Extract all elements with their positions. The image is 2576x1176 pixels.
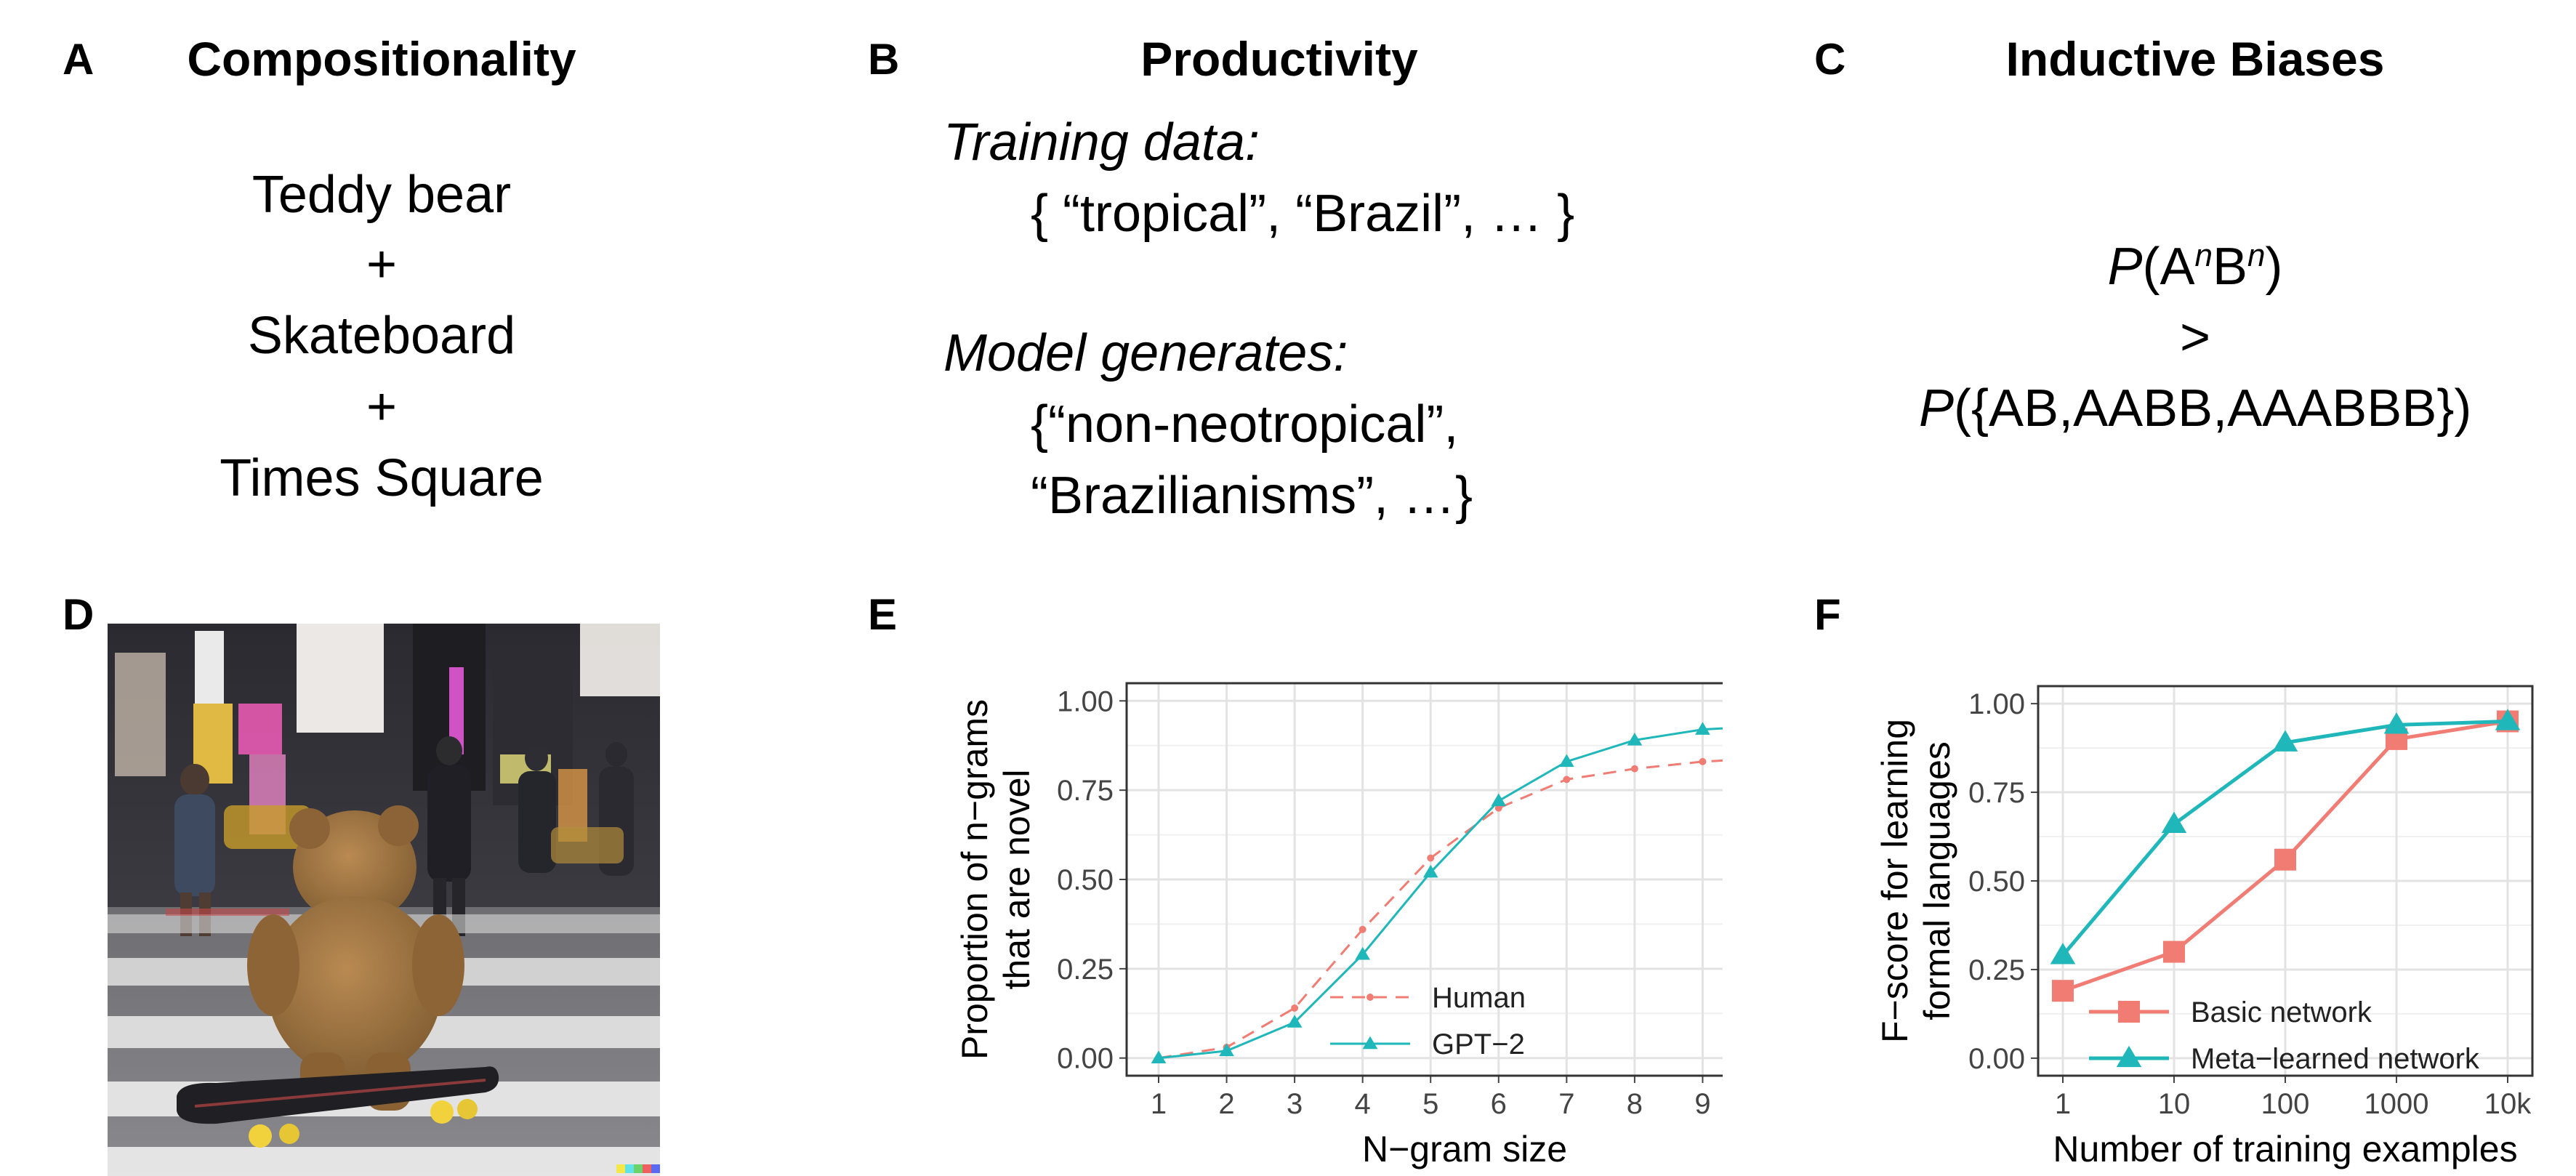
prob-sup-n: n: [2194, 238, 2213, 273]
plot-border: [1125, 682, 1723, 1077]
tick-label-y: 0.50: [1968, 866, 2025, 898]
composition-plus: +: [366, 235, 398, 294]
data-point: [2383, 712, 2410, 734]
panel-title-productivity: Productivity: [1140, 32, 1418, 86]
tick-label-x: 10k: [2484, 1088, 2532, 1120]
tick-label-x: 8: [1627, 1088, 1643, 1120]
data-point: [1627, 733, 1643, 746]
panel-letter-c: C: [1814, 35, 1846, 84]
series-line-2: [1158, 727, 1723, 1060]
legend-marker: [2118, 1001, 2140, 1023]
legend-label: Human: [1432, 982, 1526, 1014]
data-point: [2495, 709, 2521, 730]
x-axis-title: N−gram size: [1362, 1129, 1567, 1169]
y-axis-title: F−score for learning: [1875, 719, 1915, 1043]
data-point: [2161, 811, 2187, 834]
composition-item-skateboard: Skateboard: [247, 307, 516, 365]
tick-label-x: 4: [1355, 1088, 1371, 1120]
data-point: [1287, 1015, 1303, 1028]
data-point: [1563, 776, 1571, 784]
series-line-1: [1158, 759, 1723, 1060]
tick-label-x: 5: [1422, 1088, 1438, 1120]
model-generates-line-2: “Brazilianisms”, …}: [1031, 467, 1473, 525]
tick-label-x: 1: [1151, 1088, 1167, 1120]
legend-marker: [1362, 1036, 1378, 1050]
tick-label-x: 7: [1558, 1088, 1574, 1120]
panel-letter-a: A: [63, 35, 94, 84]
data-point: [1630, 765, 1638, 773]
y-axis-title: formal languages: [1917, 741, 1957, 1020]
training-data-value: { “tropical”, “Brazil”, … }: [1031, 185, 1575, 243]
y-axis-title: that are novel: [997, 770, 1037, 990]
tick-label-y: 0.25: [1057, 954, 1114, 986]
model-generates-line-1: {“non-neotropical”,: [1031, 395, 1459, 454]
prob-sup-n: n: [2247, 238, 2266, 273]
legend-label: Meta−learned network: [2191, 1043, 2480, 1075]
tick-label-x: 10: [2158, 1088, 2191, 1120]
training-data-label: Training data:: [943, 113, 1260, 172]
probability-anbn: P(AnBn): [1919, 238, 2471, 296]
data-point: [2274, 848, 2296, 871]
legend-marker: [2116, 1045, 2142, 1068]
tick-label-y: 1.00: [1968, 688, 2025, 720]
data-point: [1427, 854, 1435, 862]
panel-letter-d: D: [63, 590, 94, 639]
data-point: [1699, 757, 1707, 765]
composition-plus: +: [366, 378, 398, 436]
prob-set: ({AB,AABB,AAABBB}): [1954, 379, 2472, 438]
legend-marker: [1367, 994, 1374, 1001]
data-point: [2050, 943, 2076, 964]
prob-close: ): [2265, 238, 2283, 296]
teddy-bear-skateboard-photo: [108, 624, 660, 1176]
tick-label-y: 0.75: [1057, 775, 1114, 807]
tick-label-x: 9: [1694, 1088, 1710, 1120]
data-point: [2272, 730, 2298, 752]
data-point: [1359, 925, 1367, 933]
prob-p: P: [2107, 238, 2143, 296]
probability-finite-set: P({AB,AABB,AAABBB}): [1919, 382, 2471, 435]
x-axis-title: Number of training examples: [2053, 1129, 2517, 1169]
panel-letter-b: B: [868, 35, 900, 84]
data-point: [1558, 754, 1574, 768]
legend-label: GPT−2: [1432, 1028, 1525, 1060]
panel-letter-f: F: [1814, 590, 1841, 639]
data-point: [1491, 793, 1507, 807]
panel-letter-e: E: [868, 590, 898, 639]
tick-label-y: 0.00: [1968, 1043, 2025, 1075]
tick-label-x: 1: [2055, 1088, 2071, 1120]
data-point: [1494, 804, 1502, 812]
data-point: [2052, 980, 2074, 1002]
prob-b: B: [2213, 238, 2248, 296]
model-generates-label: Model generates:: [943, 324, 1348, 382]
tick-label-y: 0.75: [1968, 777, 2025, 809]
composition-item-times-square: Times Square: [220, 449, 544, 507]
chart-fscore-formal-languages: 0.00 0.25 0.50 0.75 1.00 1 10 100 1000 10k Number …: [1875, 685, 2534, 1169]
data-point: [1291, 1004, 1299, 1012]
data-point: [1695, 722, 1710, 735]
data-point: [1355, 946, 1371, 960]
panel-title-inductive-biases: Inductive Biases: [2005, 32, 2385, 86]
legend-label: Basic network: [2191, 996, 2372, 1028]
tick-label-y: 0.25: [1968, 954, 2025, 986]
data-point: [2163, 941, 2185, 963]
data-point: [1422, 864, 1438, 878]
tick-label-y: 0.50: [1057, 864, 1114, 896]
tick-label-y: 0.00: [1057, 1043, 1114, 1075]
tick-label-x: 100: [2261, 1088, 2310, 1120]
tick-label-y: 1.00: [1057, 685, 1114, 717]
plot-border: [2037, 685, 2534, 1077]
tick-label-x: 3: [1287, 1088, 1303, 1120]
chart-novel-ngrams: 0.000.250.500.751.0012345678910N−gram si…: [954, 682, 1723, 1169]
data-point: [1151, 1050, 1167, 1063]
tick-label-x: 1000: [2364, 1088, 2429, 1120]
tick-label-x: 2: [1218, 1088, 1234, 1120]
data-point: [1219, 1043, 1234, 1057]
greater-than-sign: >: [2179, 308, 2211, 366]
prob-p: P: [1919, 379, 1955, 438]
tick-label-x: 6: [1491, 1088, 1507, 1120]
y-axis-title: Proportion of n−grams: [954, 699, 995, 1060]
panel-title-compositionality: Compositionality: [187, 32, 576, 86]
prob-open: (A: [2142, 238, 2195, 296]
composition-item-teddy-bear: Teddy bear: [251, 166, 512, 224]
